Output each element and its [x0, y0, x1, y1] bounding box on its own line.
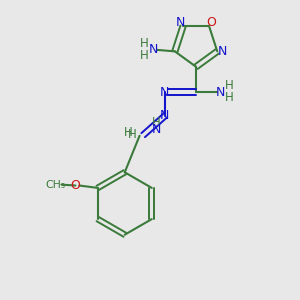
Text: N: N: [151, 123, 160, 136]
Text: N: N: [216, 85, 225, 98]
Text: CH₃: CH₃: [45, 180, 66, 190]
Text: H: H: [152, 116, 161, 129]
Text: H: H: [128, 128, 136, 141]
Text: N: N: [176, 16, 185, 29]
Text: H: H: [140, 49, 148, 62]
Text: N: N: [149, 44, 158, 56]
Text: H: H: [225, 92, 234, 104]
Text: O: O: [207, 16, 217, 29]
Text: O: O: [70, 179, 80, 192]
Text: N: N: [160, 109, 170, 122]
Text: H: H: [124, 126, 133, 139]
Text: N: N: [218, 46, 227, 59]
Text: H: H: [140, 37, 148, 50]
Text: H: H: [225, 79, 234, 92]
Text: N: N: [160, 85, 170, 98]
